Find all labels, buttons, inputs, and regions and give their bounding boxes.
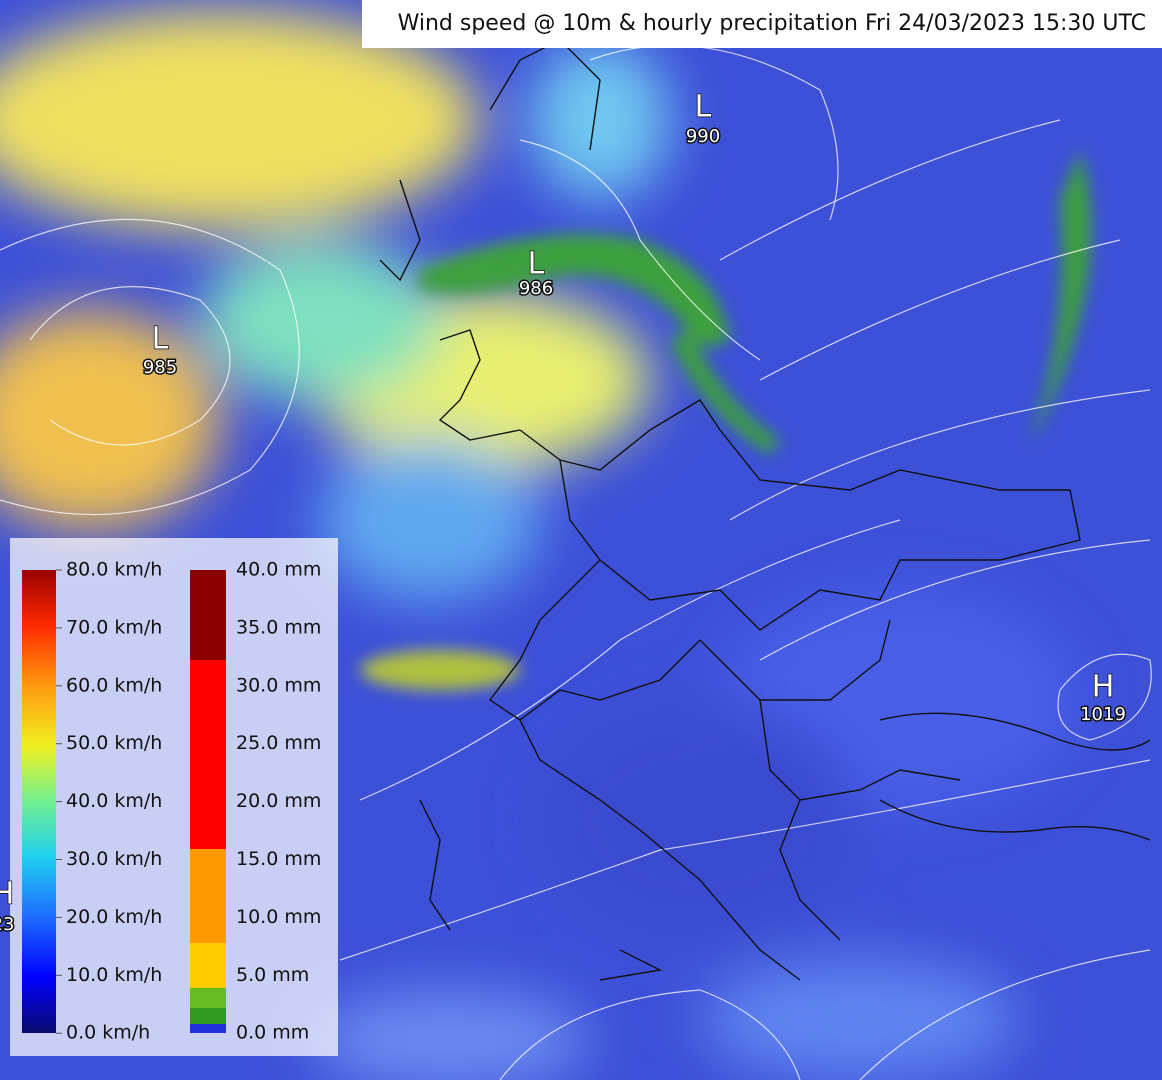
legend: 80.0 km/h 70.0 km/h 60.0 km/h 50.0 km/h 40.0… — [10, 538, 338, 1056]
precip-legend-label: 25.0 mm — [236, 732, 321, 754]
precip-legend-label: 20.0 mm — [236, 790, 321, 812]
pressure-letter: L — [528, 247, 545, 282]
precip-colorbar — [190, 570, 226, 1033]
precip-legend-label: 35.0 mm — [236, 616, 321, 638]
pressure-value: 990 — [686, 126, 720, 147]
wind-legend-label: 0.0 km/h — [66, 1022, 150, 1044]
pressure-value: 986 — [519, 278, 553, 299]
wind-legend-label: 40.0 km/h — [66, 790, 162, 812]
precip-legend-label: 5.0 mm — [236, 964, 309, 986]
pressure-letter: L — [695, 90, 712, 125]
wind-legend-label: 70.0 km/h — [66, 616, 162, 638]
pressure-letter: H — [1092, 670, 1115, 705]
precip-legend-label: 10.0 mm — [236, 906, 321, 928]
pressure-value: 985 — [143, 357, 177, 378]
precip-legend-label: 15.0 mm — [236, 848, 321, 870]
wind-legend-label: 50.0 km/h — [66, 732, 162, 754]
pressure-value: 23 — [0, 914, 14, 935]
wind-legend-label: 30.0 km/h — [66, 848, 162, 870]
precip-legend-label: 40.0 mm — [236, 559, 321, 581]
pressure-labels: L990L986L985H1019H23 — [0, 89, 1127, 937]
title-box: Wind speed @ 10m & hourly precipitation … — [362, 0, 1162, 48]
wind-legend-label: 80.0 km/h — [66, 559, 162, 581]
wind-legend-label: 60.0 km/h — [66, 674, 162, 696]
wind-colorbar — [22, 570, 56, 1033]
precip-legend-label: 0.0 mm — [236, 1022, 309, 1044]
pressure-letter: L — [152, 322, 169, 357]
pressure-value: 1019 — [1080, 704, 1126, 725]
pressure-letter: H — [0, 877, 14, 912]
wind-legend-label: 20.0 km/h — [66, 906, 162, 928]
title: Wind speed @ 10m & hourly precipitation … — [398, 11, 1146, 36]
precip-legend-label: 30.0 mm — [236, 674, 321, 696]
wind-legend-label: 10.0 km/h — [66, 964, 162, 986]
